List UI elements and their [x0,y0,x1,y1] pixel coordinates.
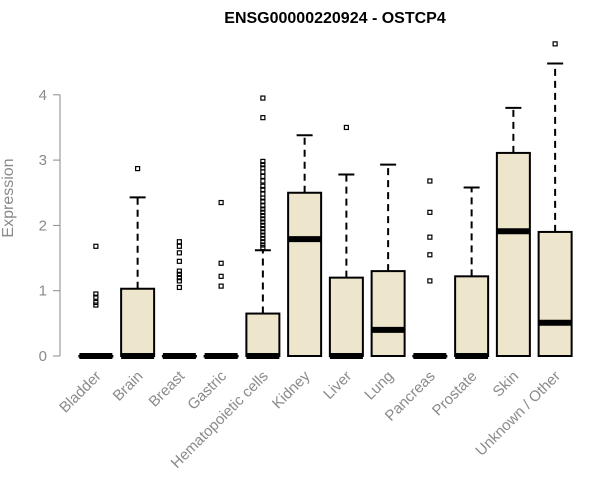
y-tick-label: 2 [39,217,47,234]
outlier-point [218,199,224,206]
outlier-point [176,271,182,277]
outlier-point [176,250,182,256]
outlier-point [176,278,182,284]
box-group [537,41,573,357]
outlier-point [260,206,266,212]
x-category-label: Prostate [429,368,481,420]
outlier-point [260,219,266,225]
outlier-point [260,245,266,251]
outlier-point [176,284,182,291]
y-tick-label: 1 [39,283,47,300]
outlier-point [260,216,266,222]
x-category-label: Skin [490,368,523,401]
outlier-point [260,173,266,180]
outlier-point [260,209,266,215]
box-group [454,186,490,359]
box-group [161,239,197,359]
x-category-label: Brain [110,368,147,405]
outlier-point [260,213,266,219]
outlier-point [93,243,99,249]
y-tick-label: 4 [39,87,47,104]
outlier-point [427,234,433,240]
box-group [120,165,156,359]
x-category-label: Lung [361,368,397,404]
outlier-point [176,243,182,249]
outlier-point [93,299,99,306]
box-rect [454,275,490,358]
outlier-point [427,209,433,215]
box-group [495,106,531,357]
y-axis: 0 1 2 3 4 [39,87,61,365]
outlier-point [427,278,433,284]
box-rect [287,191,323,357]
box-group [328,124,364,359]
outlier-point [260,95,266,101]
outlier-point [427,252,433,258]
box-group [412,178,448,359]
box-rect [328,276,364,358]
box-group [245,95,281,359]
outlier-point [260,232,266,238]
box-rect [537,230,573,357]
outlier-point [343,124,349,131]
box-group [203,199,239,359]
outlier-point [552,41,558,47]
outlier-point [93,302,99,308]
outlier-point [260,195,266,201]
outlier-point [93,291,99,297]
box-group [78,243,114,359]
box-rect [120,287,156,357]
outlier-point [218,273,224,279]
outlier-point [135,165,141,172]
outlier-point [218,260,224,266]
outlier-point [260,235,266,242]
outlier-point [218,283,224,289]
outlier-point [176,268,182,274]
outlier-point [260,203,266,209]
chart-title: ENSG00000220924 - OSTCP4 [224,10,446,27]
outlier-point [260,226,266,232]
box-rect [495,151,531,357]
outlier-point [260,158,266,165]
x-category-label: Breast [146,367,189,410]
box-rect [245,312,281,357]
outlier-point [93,294,99,300]
outlier-point [427,178,433,184]
outlier-point [176,275,182,281]
outlier-point [260,162,266,168]
y-tick-label: 3 [39,152,47,169]
outlier-point [260,229,266,235]
y-tick-label: 0 [39,348,47,365]
box-group [370,163,406,357]
x-category-label: Kidney [269,367,314,412]
x-category-label: Bladder [56,368,105,417]
outlier-point [260,115,266,121]
outlier-point [260,222,266,228]
boxes-layer [78,41,573,359]
x-category-label: Liver [320,368,355,403]
y-axis-label: Expression [0,158,17,237]
outlier-point [176,258,182,264]
box-rect [370,270,406,357]
outlier-point [260,183,266,189]
outlier-point [260,242,266,248]
outlier-point [260,178,266,184]
outlier-point [260,239,266,245]
outlier-point [176,239,182,245]
box-group [287,134,323,357]
